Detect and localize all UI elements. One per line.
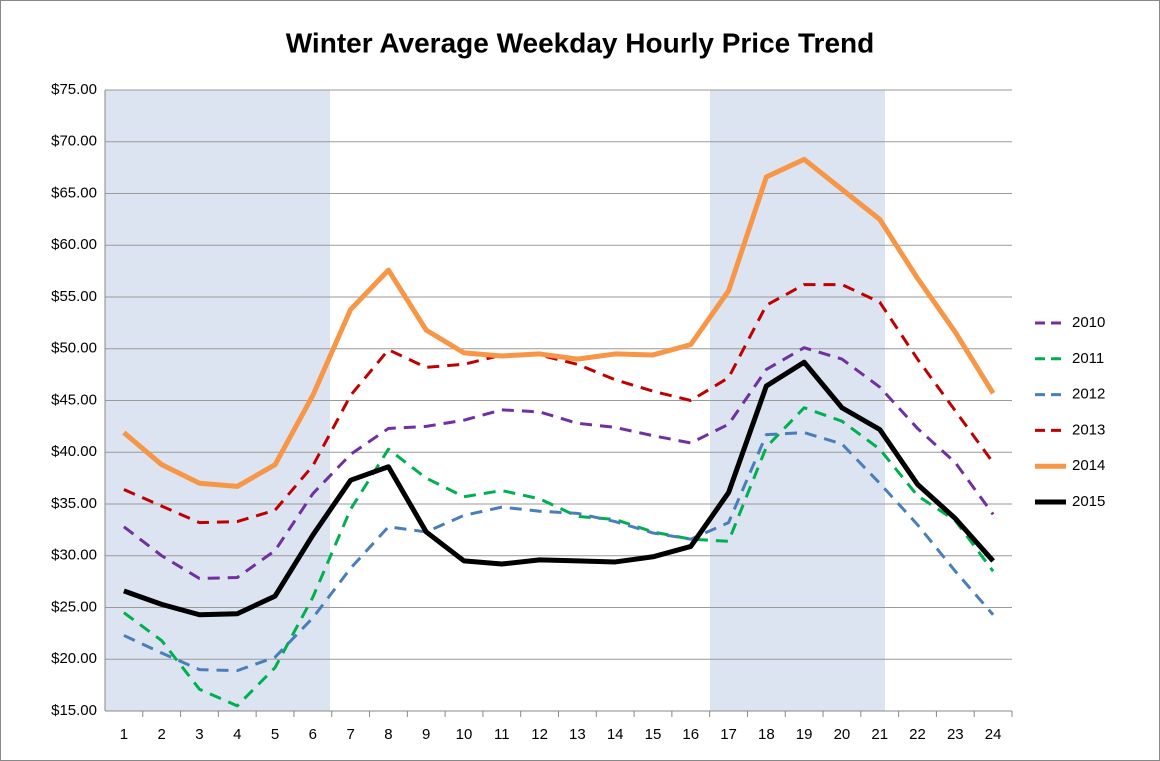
legend-label: 2011 <box>1072 350 1104 367</box>
x-tick-label: 12 <box>531 726 548 743</box>
y-tick-label: $75.00 <box>51 81 97 98</box>
x-tick-label: 18 <box>758 726 775 743</box>
legend-label: 2014 <box>1072 457 1105 474</box>
y-tick-label: $50.00 <box>51 340 97 357</box>
x-tick-label: 20 <box>834 726 851 743</box>
x-tick-label: 7 <box>346 726 354 743</box>
y-tick-label: $65.00 <box>51 184 97 201</box>
x-tick-label: 21 <box>871 726 888 743</box>
x-tick-label: 14 <box>607 726 624 743</box>
x-tick-label: 19 <box>796 726 813 743</box>
y-tick-label: $55.00 <box>51 288 97 305</box>
x-tick-label: 15 <box>645 726 662 743</box>
y-tick-label: $35.00 <box>51 495 97 512</box>
x-tick-label: 3 <box>195 726 203 743</box>
x-tick-label: 24 <box>985 726 1002 743</box>
y-tick-label: $45.00 <box>51 391 97 408</box>
x-tick-label: 6 <box>309 726 317 743</box>
x-tick-label: 5 <box>271 726 279 743</box>
x-tick-label: 11 <box>494 726 510 743</box>
x-tick-label: 4 <box>233 726 241 743</box>
series-line <box>123 359 995 618</box>
x-tick-label: 13 <box>569 726 586 743</box>
y-tick-label: $70.00 <box>51 133 97 150</box>
x-tick-label: 16 <box>682 726 699 743</box>
chart-title: Winter Average Weekday Hourly Price Tren… <box>286 27 874 58</box>
x-tick-label: 8 <box>384 726 392 743</box>
y-tick-label: $20.00 <box>51 650 97 667</box>
legend-label: 2010 <box>1072 314 1105 331</box>
series-line <box>122 346 995 581</box>
y-tick-label: $15.00 <box>51 702 97 719</box>
x-tick-label: 10 <box>456 726 473 743</box>
x-tick-label: 17 <box>720 726 737 743</box>
x-tick-label: 9 <box>422 726 430 743</box>
legend-label: 2013 <box>1072 421 1105 438</box>
y-tick-label: $40.00 <box>51 443 97 460</box>
series-line <box>122 156 996 489</box>
x-tick-label: 22 <box>909 726 926 743</box>
x-tick-label: 1 <box>120 726 128 743</box>
x-tick-label: 23 <box>947 726 964 743</box>
y-tick-label: $30.00 <box>51 547 97 564</box>
series-line <box>123 431 995 673</box>
series-line <box>123 283 995 525</box>
legend-label: 2015 <box>1072 493 1105 510</box>
y-tick-label: $25.00 <box>51 598 97 615</box>
x-tick-label: 2 <box>158 726 166 743</box>
legend-label: 2012 <box>1072 386 1105 403</box>
y-tick-label: $60.00 <box>51 236 97 253</box>
